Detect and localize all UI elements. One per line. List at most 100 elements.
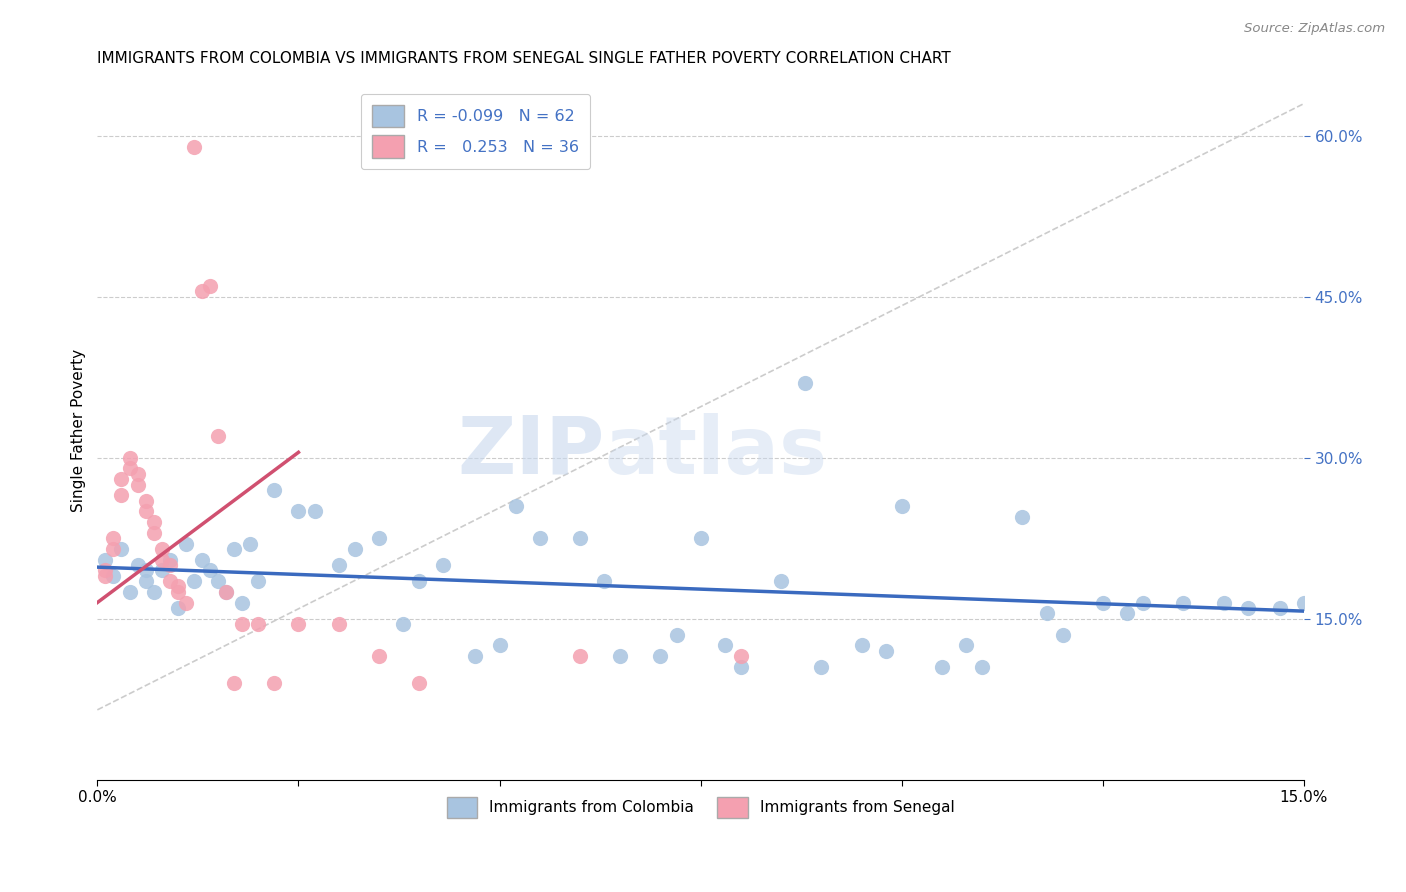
Point	[183, 139, 205, 153]
Point	[1132, 596, 1154, 610]
Text: atlas: atlas	[605, 413, 827, 491]
Point	[505, 499, 527, 513]
Point	[609, 649, 631, 664]
Point	[1052, 628, 1074, 642]
Point	[231, 617, 253, 632]
Point	[328, 558, 350, 572]
Point	[1091, 596, 1114, 610]
Point	[191, 552, 214, 566]
Point	[239, 536, 262, 550]
Point	[1116, 607, 1139, 621]
Point	[810, 660, 832, 674]
Point	[408, 574, 430, 588]
Point	[247, 574, 270, 588]
Point	[488, 639, 510, 653]
Point	[110, 472, 132, 486]
Point	[304, 504, 326, 518]
Point	[343, 541, 366, 556]
Point	[1292, 596, 1315, 610]
Text: Source: ZipAtlas.com: Source: ZipAtlas.com	[1244, 22, 1385, 36]
Legend: Immigrants from Colombia, Immigrants from Senegal: Immigrants from Colombia, Immigrants fro…	[440, 790, 960, 824]
Y-axis label: Single Father Poverty: Single Father Poverty	[72, 350, 86, 512]
Point	[263, 676, 285, 690]
Point	[1035, 607, 1057, 621]
Point	[367, 531, 389, 545]
Point	[191, 285, 214, 299]
Point	[207, 574, 229, 588]
Point	[650, 649, 672, 664]
Point	[94, 568, 117, 582]
Point	[432, 558, 454, 572]
Point	[224, 541, 246, 556]
Point	[135, 563, 157, 577]
Point	[166, 584, 188, 599]
Point	[1268, 601, 1291, 615]
Point	[713, 639, 735, 653]
Point	[127, 558, 149, 572]
Point	[150, 563, 173, 577]
Point	[94, 563, 117, 577]
Point	[150, 541, 173, 556]
Point	[103, 541, 125, 556]
Point	[1212, 596, 1234, 610]
Point	[103, 568, 125, 582]
Point	[464, 649, 486, 664]
Text: ZIP: ZIP	[457, 413, 605, 491]
Point	[142, 515, 165, 529]
Point	[135, 574, 157, 588]
Point	[770, 574, 793, 588]
Point	[118, 450, 141, 465]
Point	[215, 584, 238, 599]
Point	[103, 531, 125, 545]
Point	[665, 628, 688, 642]
Point	[730, 660, 752, 674]
Point	[287, 504, 309, 518]
Point	[118, 584, 141, 599]
Point	[110, 488, 132, 502]
Point	[263, 483, 285, 497]
Point	[142, 584, 165, 599]
Point	[174, 536, 197, 550]
Point	[166, 601, 188, 615]
Point	[890, 499, 912, 513]
Point	[207, 429, 229, 443]
Point	[183, 574, 205, 588]
Point	[972, 660, 994, 674]
Point	[118, 461, 141, 475]
Point	[689, 531, 711, 545]
Point	[142, 525, 165, 540]
Point	[1011, 509, 1033, 524]
Point	[224, 676, 246, 690]
Point	[1173, 596, 1195, 610]
Point	[215, 584, 238, 599]
Point	[794, 376, 817, 390]
Point	[159, 558, 181, 572]
Point	[287, 617, 309, 632]
Point	[110, 541, 132, 556]
Point	[159, 552, 181, 566]
Point	[955, 639, 977, 653]
Point	[127, 477, 149, 491]
Point	[166, 579, 188, 593]
Point	[94, 552, 117, 566]
Point	[247, 617, 270, 632]
Point	[569, 649, 592, 664]
Text: IMMIGRANTS FROM COLOMBIA VS IMMIGRANTS FROM SENEGAL SINGLE FATHER POVERTY CORREL: IMMIGRANTS FROM COLOMBIA VS IMMIGRANTS F…	[97, 51, 950, 66]
Point	[367, 649, 389, 664]
Point	[593, 574, 616, 588]
Point	[931, 660, 953, 674]
Point	[150, 552, 173, 566]
Point	[730, 649, 752, 664]
Point	[159, 574, 181, 588]
Point	[392, 617, 415, 632]
Point	[198, 279, 221, 293]
Point	[127, 467, 149, 481]
Point	[135, 493, 157, 508]
Point	[851, 639, 873, 653]
Point	[174, 596, 197, 610]
Point	[569, 531, 592, 545]
Point	[408, 676, 430, 690]
Point	[875, 644, 897, 658]
Point	[198, 563, 221, 577]
Point	[135, 504, 157, 518]
